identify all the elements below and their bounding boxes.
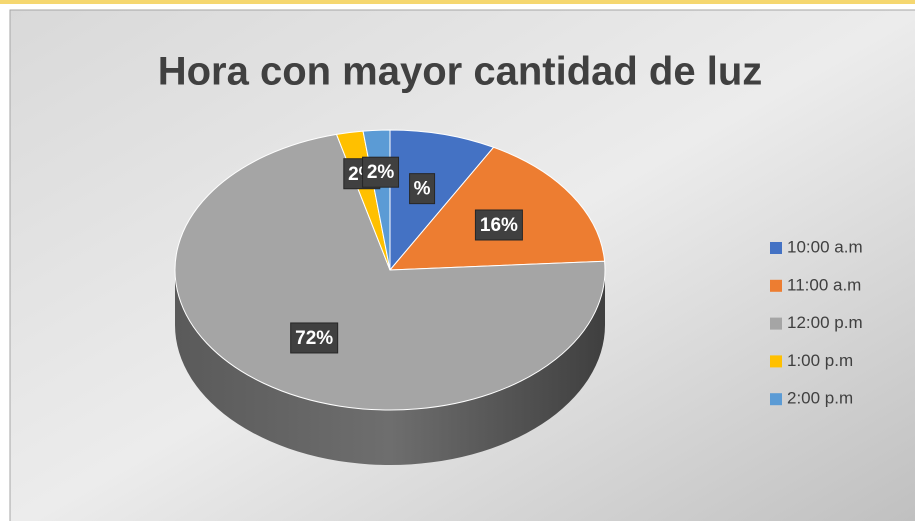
data-label: 2% [362, 156, 400, 188]
legend: 10:00 a.m 11:00 a.m 12:00 p.m 1:00 p.m 2:00 … [770, 237, 863, 408]
data-labels: %16%72%2%2% [290, 156, 523, 354]
label-box [409, 173, 436, 205]
legend-swatch [770, 317, 782, 330]
legend-swatch [770, 242, 782, 254]
data-label: 16% [474, 209, 523, 241]
data-label: % [409, 173, 436, 205]
top-edge [0, 0, 915, 4]
label-text: 2% [367, 162, 395, 183]
label-text: 16% [480, 215, 518, 236]
legend-label: 2:00 p.m [787, 389, 853, 408]
legend-swatch [770, 355, 782, 368]
legend-label: 11:00 a.m [787, 275, 861, 294]
legend-label: 1:00 p.m [787, 351, 853, 370]
legend-label: 10:00 a.m [787, 237, 863, 256]
pie-slice [389, 129, 495, 272]
pie-slice [174, 133, 606, 411]
pie-slice [388, 146, 606, 271]
data-label: 72% [290, 322, 339, 354]
legend-label: 12:00 p.m [787, 313, 863, 332]
label-text: 72% [295, 328, 333, 349]
pie [174, 129, 606, 465]
legend-swatch [770, 279, 782, 292]
label-box [474, 209, 523, 241]
label-text: % [414, 179, 431, 200]
label-box [290, 322, 339, 354]
chart-title: Hora con mayor cantidad de luz [158, 50, 763, 94]
pie-side [175, 270, 605, 465]
legend-swatch [770, 393, 782, 406]
label-box [362, 156, 400, 188]
